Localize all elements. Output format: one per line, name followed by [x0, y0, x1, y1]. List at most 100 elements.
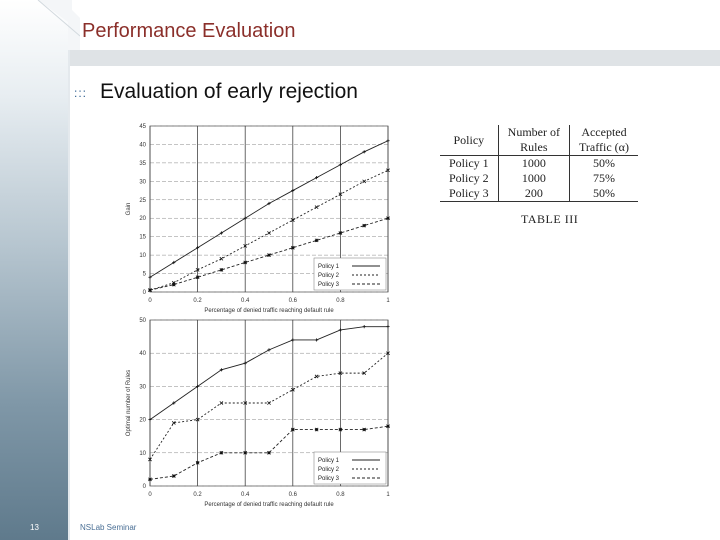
legend-entry: Policy 3 [318, 476, 340, 482]
data-point [290, 387, 295, 392]
data-point [314, 427, 319, 432]
data-point [267, 401, 271, 405]
table-cell: 50% [568, 186, 638, 202]
table-caption: TABLE III [521, 212, 579, 226]
data-point [362, 223, 367, 228]
x-tick-label: 0.8 [336, 298, 345, 304]
data-point [172, 260, 176, 265]
data-point [148, 457, 152, 462]
table-cell: Policy 3 [440, 186, 499, 202]
data-point [219, 256, 224, 261]
legend-box [313, 451, 387, 485]
data-point [219, 450, 224, 455]
series-line-policy-1 [149, 140, 389, 278]
page-number: 13 [30, 523, 39, 532]
series-line-policy-1 [149, 326, 388, 420]
y-tick-label: 45 [139, 124, 146, 130]
data-point [267, 253, 271, 257]
data-point [290, 218, 295, 222]
x-axis-label: Percentage of denied traffic reaching de… [204, 308, 334, 314]
legend-entry: Policy 1 [318, 264, 340, 270]
y-tick-label: 10 [139, 253, 146, 259]
y-axis-label: Optimal number of Rules [126, 370, 132, 436]
y-tick-label: 0 [143, 484, 147, 490]
data-point [362, 371, 367, 376]
corner-decoration [37, 0, 80, 50]
x-tick-label: 0.6 [289, 298, 298, 304]
y-tick-label: 40 [139, 351, 146, 357]
legend-entry: Policy 1 [318, 458, 340, 464]
data-point [338, 328, 342, 332]
data-point [219, 401, 224, 405]
bullet-icon: ::: [74, 86, 88, 100]
x-tick-label: 0.4 [241, 298, 250, 304]
data-point [338, 427, 343, 432]
data-point [314, 205, 319, 210]
data-point [314, 238, 319, 243]
series-line-policy-3 [149, 217, 389, 291]
y-axis-label: Gain [126, 203, 132, 216]
y-tick-label: 0 [143, 290, 147, 296]
sidebar-divider [68, 0, 70, 540]
table-header-policy: Policy [440, 125, 499, 156]
data-point [362, 427, 367, 432]
data-point [148, 477, 152, 482]
x-tick-label: 0.8 [336, 492, 345, 498]
data-point [386, 424, 390, 429]
data-point [315, 176, 319, 180]
data-point [267, 201, 271, 206]
series-line-policy-2 [149, 352, 389, 460]
header-line: Policy [453, 132, 485, 147]
data-point [243, 361, 247, 365]
legend-entry: Policy 3 [318, 282, 340, 288]
data-point [362, 325, 366, 329]
y-tick-label: 20 [139, 216, 146, 222]
data-point [267, 450, 271, 455]
data-point [315, 338, 319, 342]
data-point [267, 348, 271, 352]
y-tick-label: 15 [139, 235, 146, 241]
x-tick-label: 0.2 [193, 492, 202, 498]
table-cell: 1000 [497, 155, 570, 171]
slide-title: Evaluation of early rejection [100, 80, 358, 103]
data-point [196, 246, 200, 250]
x-tick-label: 0 [148, 492, 152, 498]
data-point [195, 460, 200, 465]
data-point [219, 267, 224, 272]
y-tick-label: 30 [139, 384, 146, 390]
data-point [243, 450, 248, 455]
y-tick-label: 40 [139, 142, 146, 148]
data-point [362, 150, 366, 154]
data-point [171, 421, 176, 425]
chart-panel-2: 0 10 20 30 40 50 0 0.2 0.4 0.6 0.8 1 Percentage of d… [126, 318, 390, 508]
data-point [291, 338, 295, 342]
data-point [219, 231, 223, 235]
data-point [243, 260, 248, 265]
data-point [243, 244, 248, 248]
data-point [219, 368, 223, 372]
data-point [195, 417, 200, 422]
header-band [70, 50, 720, 66]
data-point [314, 374, 319, 379]
footer-text: NSLab Seminar [80, 523, 137, 532]
data-point [171, 474, 176, 478]
y-tick-label: 35 [139, 161, 146, 167]
sidebar-gradient [0, 0, 68, 540]
header-title: Performance Evaluation [82, 20, 296, 42]
data-point [386, 351, 390, 356]
header-line: Accepted [581, 125, 627, 139]
policy-table: Policy Number of Rules Accepted Traffic … [440, 125, 638, 202]
data-point [267, 231, 271, 235]
data-point [386, 216, 390, 221]
data-point [362, 179, 367, 184]
data-point [338, 163, 342, 167]
header-line: Traffic (α) [579, 140, 629, 154]
x-tick-label: 1 [386, 298, 390, 304]
x-tick-label: 0.2 [193, 298, 202, 304]
legend-entry: Policy 2 [318, 467, 340, 473]
table-row: Policy 2 1000 75% [440, 171, 638, 186]
data-point [338, 371, 343, 376]
y-tick-label: 25 [139, 198, 146, 204]
series-line-policy-3 [149, 425, 389, 480]
